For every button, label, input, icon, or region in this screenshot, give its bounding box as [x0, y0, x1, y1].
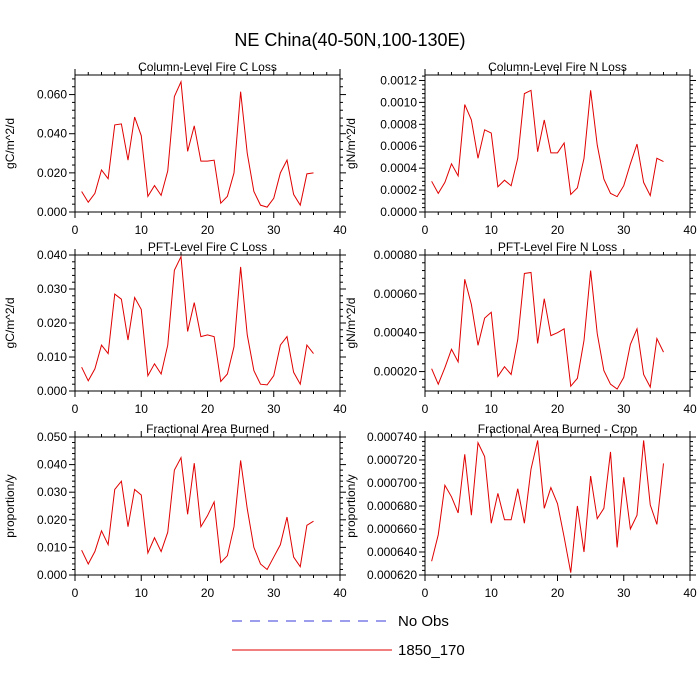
y-axis-label: gN/m^2/d [344, 298, 358, 349]
y-tick-label: 0.020 [37, 166, 67, 180]
y-tick-label: 0.000740 [367, 430, 417, 444]
y-tick-label: 0.000660 [367, 522, 417, 536]
y-tick-label: 0.0002 [380, 183, 417, 197]
x-tick-label: 10 [485, 402, 499, 416]
x-tick-label: 20 [551, 586, 565, 600]
y-axis-label: gC/m^2/d [3, 298, 17, 349]
panel-title: Column-Level Fire N Loss [488, 60, 627, 74]
x-tick-label: 0 [422, 223, 429, 237]
y-axis-label: gN/m^2/d [344, 118, 358, 169]
chart-panel-4: PFT-Level Fire N Loss 0 10 20 30 40 0.00020 0.0… [344, 240, 697, 416]
chart-panel-1: Column-Level Fire C Loss 0 10 20 30 40 0.000 0.… [3, 60, 347, 237]
chart-panel-6: Fractional Area Burned - Crop 0 10 20 30 40 0.… [344, 422, 697, 600]
panel-title: Fractional Area Burned [146, 422, 269, 436]
x-tick-label: 40 [333, 402, 347, 416]
plot-frame [424, 74, 691, 213]
y-tick-label: 0.040 [37, 248, 67, 262]
x-tick-label: 0 [422, 586, 429, 600]
x-tick-label: 10 [135, 586, 149, 600]
panel-title: PFT-Level Fire C Loss [148, 240, 267, 254]
x-tick-label: 10 [135, 223, 149, 237]
x-tick-label: 30 [267, 223, 281, 237]
x-tick-label: 0 [72, 586, 79, 600]
x-tick-label: 40 [683, 223, 697, 237]
plot-frame [424, 254, 691, 392]
x-tick-label: 30 [617, 223, 631, 237]
y-tick-label: 0.010 [37, 350, 67, 364]
x-tick-label: 10 [485, 223, 499, 237]
y-axis-label: proportion/y [3, 474, 17, 537]
y-tick-label: 0.020 [37, 316, 67, 330]
y-tick-label: 0.030 [37, 485, 67, 499]
legend-label: 1850_170 [398, 642, 465, 659]
plot-frame [74, 436, 341, 576]
x-tick-label: 30 [267, 586, 281, 600]
y-tick-label: 0.000680 [367, 499, 417, 513]
y-tick-label: 0.0012 [380, 73, 417, 87]
y-tick-label: 0.000 [37, 384, 67, 398]
plot-frame [74, 74, 341, 213]
x-tick-label: 20 [551, 223, 565, 237]
plot-frame [74, 254, 341, 392]
x-tick-label: 0 [72, 223, 79, 237]
y-tick-label: 0.00060 [374, 287, 418, 301]
x-tick-label: 40 [333, 586, 347, 600]
figure-title: NE China(40-50N,100-130E) [234, 30, 465, 50]
y-tick-label: 0.040 [37, 458, 67, 472]
x-tick-label: 20 [551, 402, 565, 416]
y-tick-label: 0.000700 [367, 476, 417, 490]
chart-panel-5: Fractional Area Burned 0 10 20 30 40 0.000 0.01… [3, 422, 347, 600]
series-line-1 [81, 456, 314, 571]
series-line-1 [431, 270, 664, 390]
y-tick-label: 0.00080 [374, 248, 418, 262]
x-tick-label: 0 [72, 402, 79, 416]
x-tick-label: 0 [422, 402, 429, 416]
y-tick-label: 0.00020 [374, 365, 418, 379]
x-tick-label: 20 [201, 586, 215, 600]
y-tick-label: 0.0000 [380, 205, 417, 219]
y-tick-label: 0.030 [37, 282, 67, 296]
y-axis-label: gC/m^2/d [3, 118, 17, 169]
y-axis-label: proportion/y [344, 474, 358, 537]
x-tick-label: 10 [485, 586, 499, 600]
y-tick-label: 0.0010 [380, 95, 417, 109]
y-tick-label: 0.000640 [367, 545, 417, 559]
x-tick-label: 40 [683, 586, 697, 600]
panel-title: Column-Level Fire C Loss [138, 60, 277, 74]
legend: No Obs 1850_170 [232, 613, 465, 659]
x-tick-label: 20 [201, 402, 215, 416]
chart-panel-3: PFT-Level Fire C Loss 0 10 20 30 40 0.000 0.010… [3, 240, 347, 416]
y-tick-label: 0.060 [37, 88, 67, 102]
series-line-1 [431, 440, 664, 573]
x-tick-label: 30 [617, 586, 631, 600]
panel-title: PFT-Level Fire N Loss [498, 240, 617, 254]
y-tick-label: 0.000720 [367, 453, 417, 467]
y-tick-label: 0.040 [37, 127, 67, 141]
chart-panel-2: Column-Level Fire N Loss 0 10 20 30 40 0.0000 0… [344, 60, 697, 237]
y-tick-label: 0.0006 [380, 139, 417, 153]
y-tick-label: 0.050 [37, 430, 67, 444]
x-tick-label: 30 [617, 402, 631, 416]
x-tick-label: 10 [135, 402, 149, 416]
x-tick-label: 40 [333, 223, 347, 237]
panel-title: Fractional Area Burned - Crop [478, 422, 638, 436]
y-tick-label: 0.00040 [374, 326, 418, 340]
series-line-1 [81, 79, 314, 208]
series-line-1 [81, 254, 314, 386]
y-tick-label: 0.0008 [380, 117, 417, 131]
series-line-1 [431, 89, 664, 198]
x-tick-label: 20 [201, 223, 215, 237]
chart-panels: Column-Level Fire C Loss 0 10 20 30 40 0.000 0.… [3, 60, 697, 600]
x-tick-label: 30 [267, 402, 281, 416]
legend-label: No Obs [398, 613, 449, 630]
x-tick-label: 40 [683, 402, 697, 416]
y-tick-label: 0.000 [37, 205, 67, 219]
y-tick-label: 0.010 [37, 540, 67, 554]
y-tick-label: 0.020 [37, 513, 67, 527]
y-tick-label: 0.000 [37, 568, 67, 582]
y-tick-label: 0.000620 [367, 568, 417, 582]
y-tick-label: 0.0004 [380, 161, 417, 175]
